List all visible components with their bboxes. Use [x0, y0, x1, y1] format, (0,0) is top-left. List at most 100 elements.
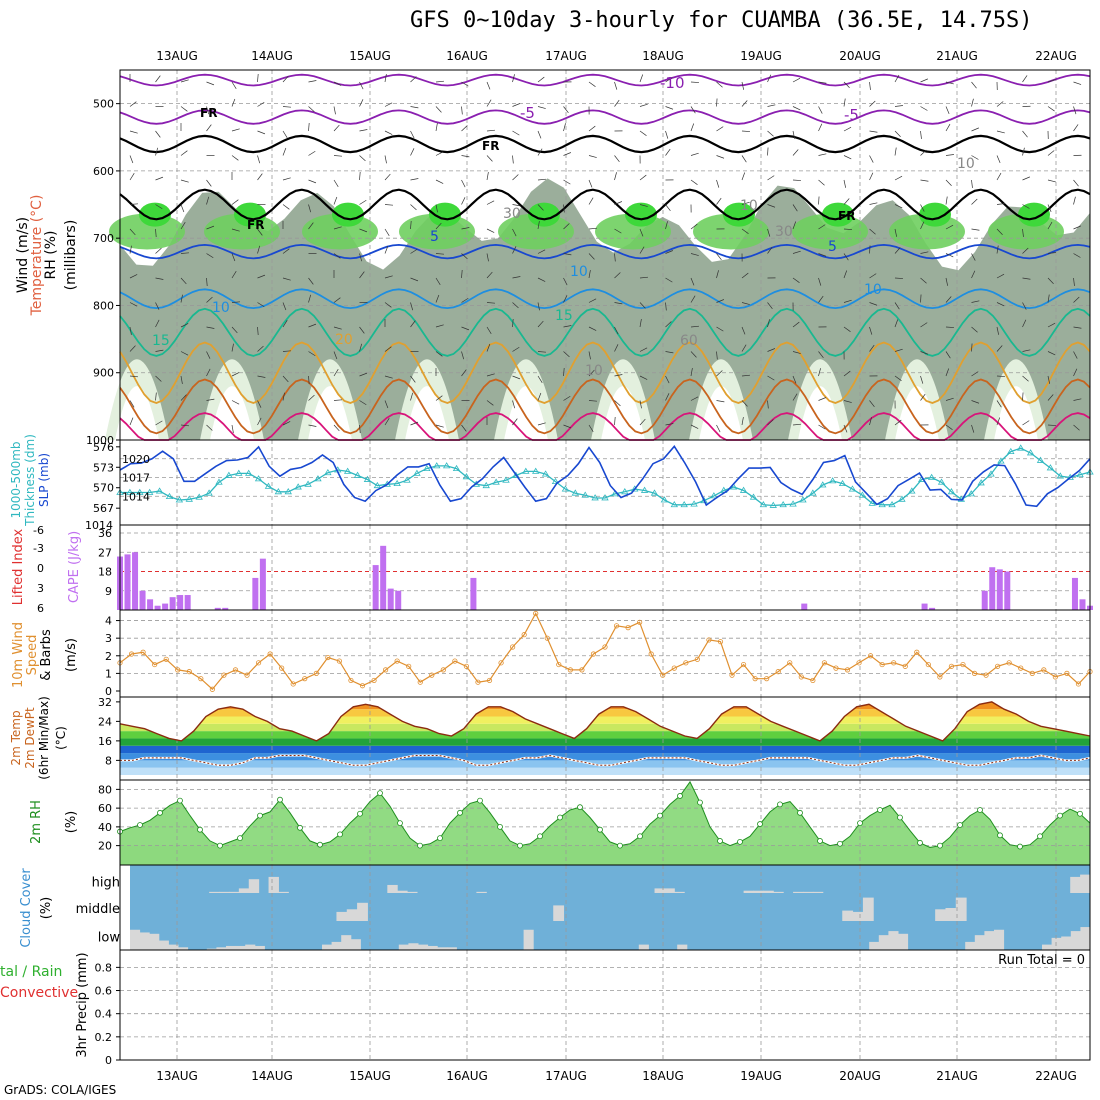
rh-point	[617, 842, 623, 849]
wind-barb	[588, 326, 597, 331]
wind-speed-point	[406, 663, 412, 669]
wind-barb	[1073, 326, 1082, 329]
date-label-bottom: 21AUG	[936, 1069, 978, 1083]
wind-barb	[920, 375, 924, 384]
wind-barb	[716, 253, 722, 261]
wind-barb	[410, 320, 416, 328]
date-label-top: 18AUG	[642, 49, 684, 63]
rh-point	[997, 832, 1003, 839]
wind-barb	[435, 151, 444, 156]
wind-speed-point	[198, 676, 204, 682]
wind-barb	[971, 81, 977, 89]
wind-barb	[920, 393, 926, 401]
wind-barb	[537, 320, 544, 328]
wind-barb	[920, 322, 928, 328]
cape-bar	[1004, 571, 1011, 610]
thickness-point	[1036, 456, 1045, 463]
wind-barb	[1073, 296, 1080, 303]
rh-ylabel: 2m RH	[29, 800, 44, 844]
wind-barb	[1022, 75, 1028, 83]
wind-barb	[206, 351, 211, 359]
wind-barb	[537, 204, 544, 211]
rh-point	[737, 838, 743, 845]
slp-line	[119, 444, 1091, 508]
wind-barb	[996, 203, 1005, 205]
rh-ytick: 80	[98, 783, 112, 796]
wind-barb	[588, 400, 598, 402]
wind-barb	[461, 369, 467, 377]
rh-point	[777, 801, 783, 808]
cloud-bar-low	[1051, 937, 1062, 950]
cape-bar	[801, 603, 808, 610]
wind-barb	[665, 148, 671, 156]
thickness-point	[700, 496, 708, 504]
cape-bar	[470, 577, 477, 610]
wind-speed-point	[637, 619, 643, 625]
thickness-point	[690, 500, 698, 507]
wind-barb	[435, 351, 443, 357]
wind-barb	[231, 253, 236, 262]
wind-frame	[119, 609, 1091, 698]
wind-barb	[767, 104, 776, 107]
wind-speed-point	[440, 667, 446, 673]
cloud-bar-low	[130, 929, 141, 950]
cloud-bar-high	[812, 891, 824, 893]
wind-barb	[486, 271, 493, 279]
wind-barb	[308, 80, 317, 83]
rh-point	[217, 842, 223, 849]
wind-barb	[843, 81, 850, 88]
rh-shade-bright-blob	[1018, 202, 1050, 227]
wind-barb	[333, 196, 338, 205]
wind-barb	[945, 424, 953, 430]
wind-barb	[537, 302, 540, 311]
wind-barb	[257, 326, 259, 336]
contour-label: FR	[200, 106, 217, 120]
temp-ytick: 32	[98, 696, 112, 709]
wind-barb	[996, 326, 1000, 335]
cloud-bar-middle	[553, 905, 565, 921]
wind-speed-point	[717, 639, 724, 645]
cape-bar	[395, 590, 402, 610]
wind-speed-point	[279, 665, 285, 671]
wind-barb	[486, 200, 495, 205]
thickness-point	[185, 495, 193, 502]
rh-shade-dry-plume	[798, 386, 842, 440]
wind-barb	[333, 155, 343, 157]
cloud-bar-low	[984, 931, 995, 950]
wind-barb	[180, 323, 189, 328]
wind-barb	[563, 325, 572, 328]
thickness-point	[324, 468, 332, 476]
wind-barb	[206, 368, 211, 377]
rh-shade-bright-blob	[822, 202, 854, 227]
wind-barb	[639, 400, 642, 409]
wind-barb	[206, 296, 213, 303]
wind-barb	[486, 99, 492, 107]
cloud-bar-middle	[346, 909, 358, 921]
wind-barb	[512, 174, 519, 181]
thickness-point	[977, 479, 985, 486]
rh-point	[477, 797, 483, 804]
wind-speed-point	[740, 661, 747, 668]
wind-barb	[308, 424, 317, 427]
wind-ytick: 1	[105, 667, 112, 680]
wind-barb	[741, 130, 751, 132]
thickness-point	[1056, 472, 1065, 479]
contour-label: 5	[430, 229, 439, 245]
thickness-line	[120, 447, 1091, 507]
wind-speed-point	[787, 660, 793, 666]
wind-barb	[894, 419, 902, 426]
wind-barb	[792, 204, 798, 212]
wind-speed-point	[533, 610, 539, 617]
wind-speed-point	[313, 670, 319, 676]
thickness-point	[244, 469, 253, 476]
wind-speed-point	[394, 658, 400, 664]
cape-bar	[184, 595, 191, 610]
li-ytick: 6	[37, 602, 44, 615]
wind-barb	[308, 323, 317, 328]
wind-barb	[971, 198, 978, 205]
cloud-bar-high	[793, 891, 804, 893]
wind-barb	[1022, 247, 1029, 254]
rh-point	[817, 838, 823, 844]
wind-barb	[129, 417, 134, 426]
rh-shade-bright-blob	[332, 202, 364, 227]
